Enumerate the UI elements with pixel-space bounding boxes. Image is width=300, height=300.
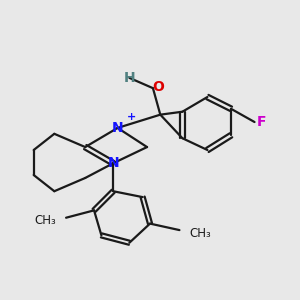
Text: O: O [152, 80, 164, 94]
Text: F: F [256, 115, 266, 129]
Text: N: N [112, 121, 123, 135]
Text: CH₃: CH₃ [190, 226, 212, 239]
Text: CH₃: CH₃ [34, 214, 56, 227]
Text: H: H [124, 71, 135, 85]
Text: N: N [108, 156, 120, 170]
Text: +: + [127, 112, 136, 122]
